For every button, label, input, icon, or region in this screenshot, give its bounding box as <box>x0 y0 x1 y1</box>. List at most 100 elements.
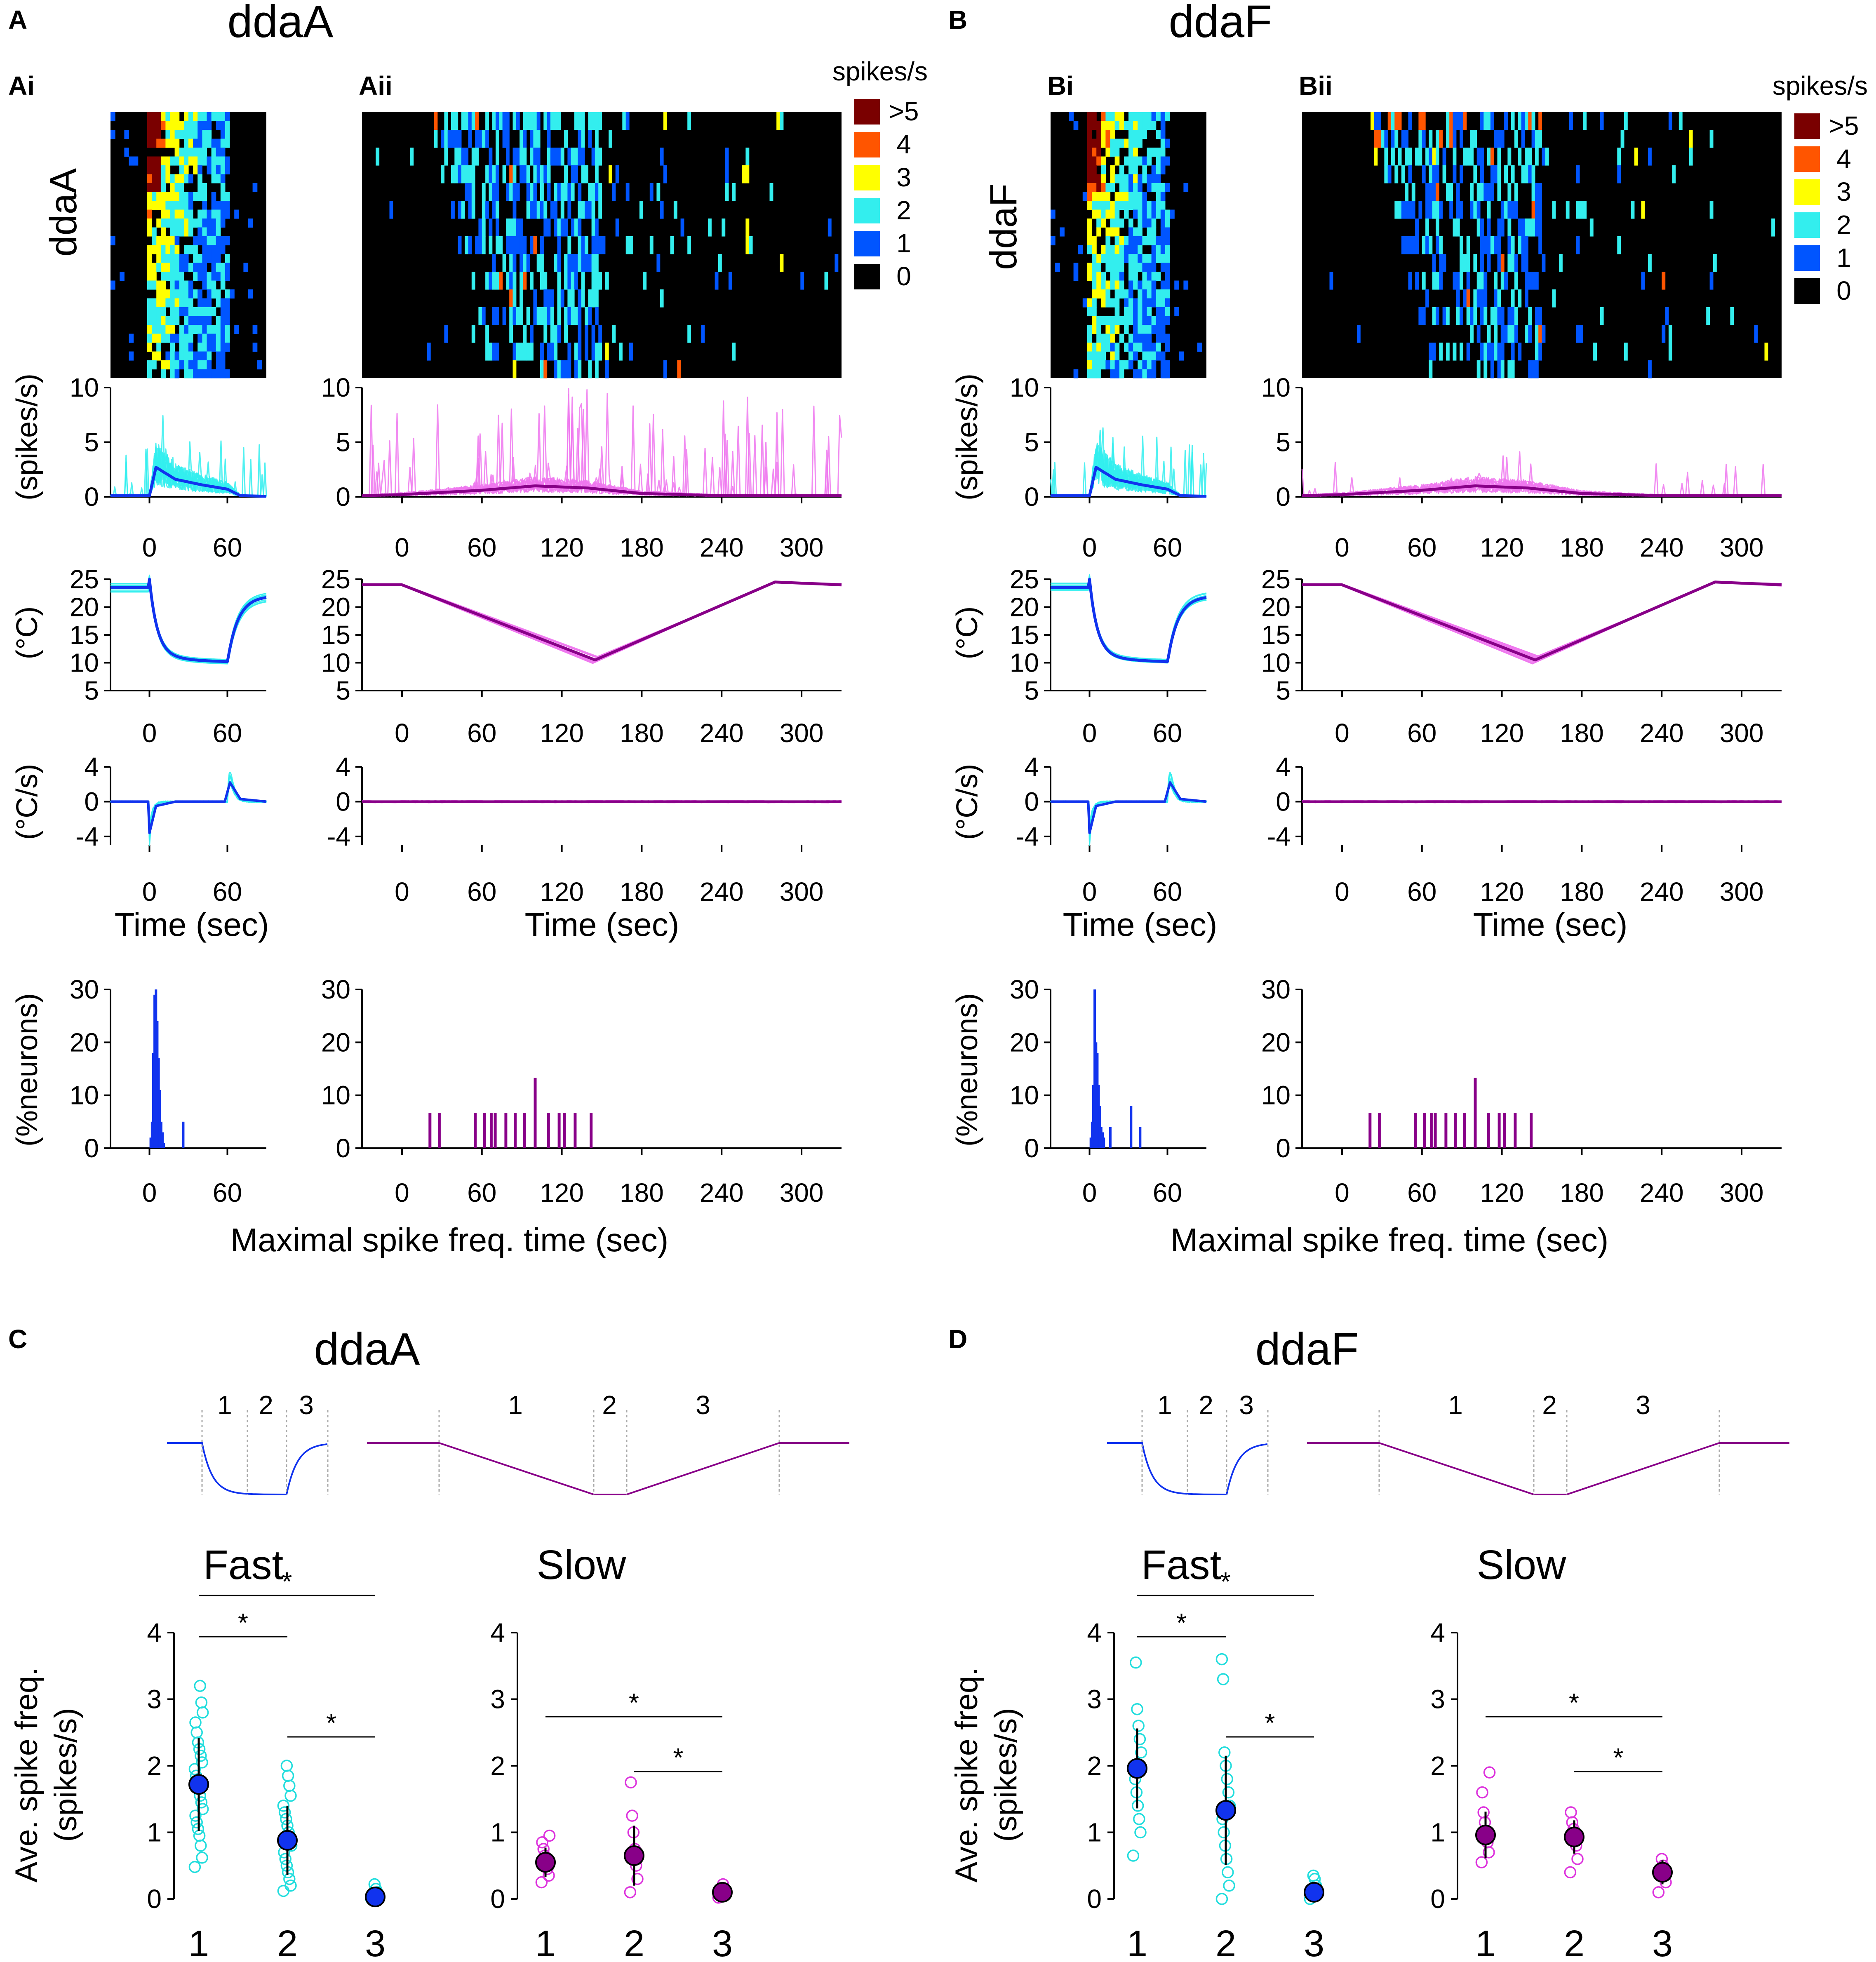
heatmap-cell <box>509 165 513 183</box>
heatmap-cell <box>152 280 157 290</box>
heatmap-cell <box>1142 112 1147 122</box>
panel-letter-d: D <box>948 1324 967 1354</box>
heatmap-cell <box>512 289 517 308</box>
x-category-label: 2 <box>1215 1923 1236 1962</box>
heatmap-cell <box>174 174 180 183</box>
heatmap-cell <box>557 325 561 343</box>
mean-rate-line <box>110 466 267 498</box>
heatmap-cell <box>1463 148 1467 166</box>
heatmap-cell <box>533 289 537 308</box>
heatmap-cell <box>578 219 582 237</box>
heatmap-cell <box>1483 183 1488 201</box>
heatmap-cell <box>458 130 462 148</box>
heatmap-cell <box>156 343 161 352</box>
heatmap-cell <box>1453 165 1457 183</box>
heatmap-cell <box>1429 360 1433 378</box>
heatmap-cell <box>1470 148 1474 166</box>
heatmap-cell <box>496 343 499 361</box>
heatmap-cell <box>193 156 198 166</box>
heatmap-cell <box>505 130 510 148</box>
heatmap-cell <box>1101 254 1106 263</box>
heatmap-cell <box>147 192 152 201</box>
heatmap-cell <box>1473 307 1477 325</box>
y-tick-label: 20 <box>70 1027 99 1057</box>
heatmap-cell <box>197 139 202 148</box>
heatmap-cell <box>165 139 171 148</box>
trial-trace <box>1050 778 1206 836</box>
heatmap-cell <box>1432 148 1436 166</box>
heatmap-cell <box>564 307 568 325</box>
heatmap-cell <box>574 165 578 183</box>
heatmap-cell <box>454 165 458 183</box>
heatmap-cell <box>776 112 780 130</box>
heatmap-cell <box>193 289 198 299</box>
heatmap-cell <box>1528 112 1532 130</box>
data-point <box>195 1696 208 1709</box>
heatmap-cell <box>1119 165 1124 175</box>
hist-bar <box>150 1121 153 1148</box>
heatmap-cell <box>567 360 571 378</box>
heatmap-cell <box>1133 236 1138 246</box>
heatmap-cell <box>183 201 189 210</box>
heatmap-cell <box>1142 121 1147 130</box>
heatmap-cell <box>161 236 166 246</box>
heatmap-cell <box>1662 325 1666 343</box>
x-tick-label: 0 <box>142 1178 157 1208</box>
y-tick-label: 0 <box>1087 1884 1102 1914</box>
heatmap-cell <box>530 130 534 148</box>
heatmap-cell <box>520 343 523 361</box>
heatmap-cell <box>1446 130 1450 148</box>
heatmap-cell <box>505 219 510 237</box>
heatmap-cell <box>1500 201 1505 219</box>
heatmap-cell <box>161 316 166 325</box>
heatmap-cell <box>1494 236 1498 254</box>
data-point <box>195 1840 207 1852</box>
heatmap-cell <box>193 263 198 272</box>
heatmap-cell <box>220 148 226 157</box>
heatmap-cell <box>1566 201 1570 219</box>
heatmap-cell <box>1124 307 1129 317</box>
heatmap-cell <box>1128 174 1133 183</box>
heatmap-cell <box>1138 130 1143 139</box>
heatmap-cell <box>1147 307 1152 317</box>
heatmap-cell <box>207 165 212 175</box>
heatmap-cell <box>216 245 221 254</box>
heatmap-cell <box>591 236 595 254</box>
heatmap-cell <box>1518 343 1522 361</box>
y-tick-label: -4 <box>327 822 350 851</box>
heatmap-cell <box>179 254 184 263</box>
heatmap-cell <box>1439 130 1443 148</box>
heatmap-cell <box>1096 139 1101 148</box>
panel-letter-a: A <box>8 5 27 35</box>
heatmap-cell <box>615 219 619 237</box>
heatmap-cell <box>1442 307 1446 325</box>
y-tick-label: 10 <box>1261 373 1291 402</box>
heatmap-cell <box>197 227 202 237</box>
heatmap-cell <box>745 236 750 254</box>
colorbar-swatch <box>854 264 880 289</box>
heatmap-cell <box>560 289 564 308</box>
heatmap-cell <box>581 165 585 183</box>
heatmap-cell <box>1401 201 1405 219</box>
heatmap-cell <box>505 272 510 290</box>
heatmap-cell <box>1466 236 1470 254</box>
heatmap-cell <box>625 183 630 201</box>
heatmap-cell <box>512 112 517 130</box>
trial-trace <box>1051 578 1207 662</box>
heatmap-cell <box>516 307 520 325</box>
data-point <box>195 1796 208 1809</box>
heatmap-cell <box>183 369 189 378</box>
heatmap-cell <box>1133 121 1138 130</box>
trial-trace <box>1302 581 1782 665</box>
colorbar-label: 2 <box>896 195 911 225</box>
heatmap-cell <box>478 307 482 325</box>
data-point <box>1218 1826 1230 1839</box>
heatmap-cell <box>1449 130 1453 148</box>
x-tick-label: 180 <box>620 877 664 907</box>
heatmap-cell <box>1535 183 1539 201</box>
heatmap-cell <box>1124 201 1129 210</box>
heatmap-cell <box>1408 148 1412 166</box>
heatmap-cell <box>1535 343 1539 361</box>
heatmap-cell <box>533 130 537 148</box>
